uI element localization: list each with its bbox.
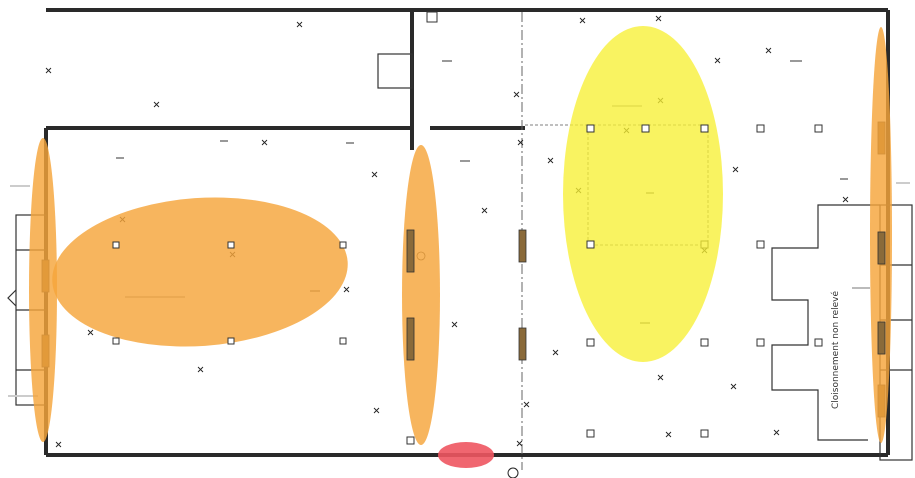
overlay-columns [112, 124, 886, 361]
side-label: Cloisonnement non relevé [830, 291, 841, 410]
column [586, 338, 595, 347]
highlight-yellow-zone [563, 26, 723, 362]
column [814, 338, 823, 347]
column [756, 338, 765, 347]
column [700, 338, 709, 347]
highlight-left-wall [29, 138, 57, 442]
column [756, 124, 765, 133]
column [700, 429, 709, 438]
column [756, 240, 765, 249]
column [586, 429, 595, 438]
highlight-overlays [29, 26, 892, 468]
highlight-red-zone [438, 442, 494, 468]
column [339, 337, 347, 345]
highlight-center-wall [402, 145, 440, 445]
highlight-left-hall [52, 197, 348, 347]
column [406, 436, 415, 445]
top-room [377, 11, 438, 89]
column [814, 124, 823, 133]
